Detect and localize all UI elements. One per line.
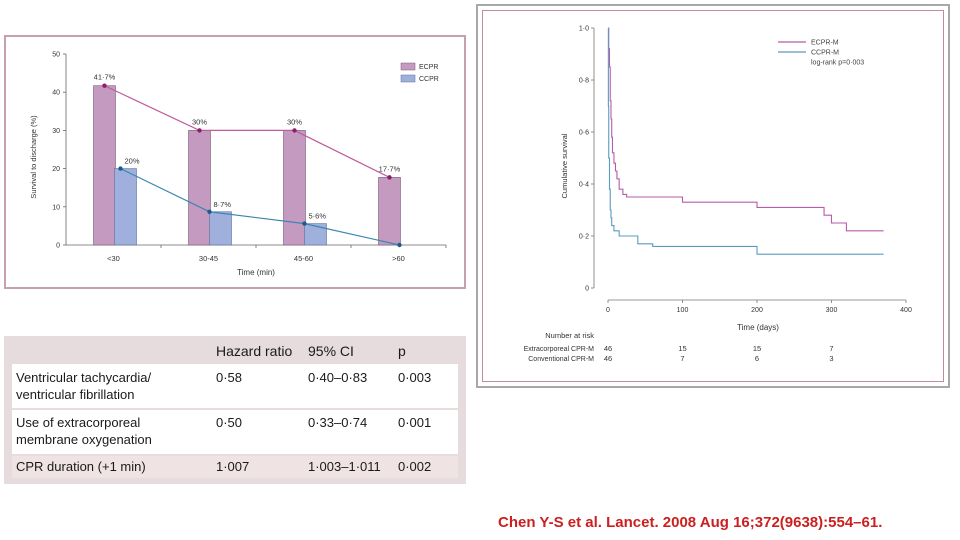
bar-chart: 0 10 20 30 40 50 <30 30-45 45-60 >60 41·7% 30% 30% 1…	[29, 52, 447, 277]
survival-chart: 0 0·2 0·4 0·6 0·8 1·0 0 100 200 300 400 ECPR-M CCPR…	[524, 26, 912, 364]
ccpr-point	[397, 242, 402, 248]
bar-y-tick-label: 50	[52, 52, 60, 59]
ecpr-point	[102, 83, 107, 88]
bar-y-tick-label: 40	[52, 90, 60, 97]
ecpr-point	[197, 128, 202, 133]
km-y-tick-label: 0·4	[579, 182, 589, 189]
ecpr-data-label: 17·7%	[379, 164, 401, 173]
table-row-label: ventricular fibrillation	[16, 387, 135, 402]
bar-x-tick-label: 45-60	[294, 254, 313, 263]
bar-y-axis-title: Survival to discharge (%)	[29, 115, 38, 199]
ecpr-bar	[283, 130, 306, 246]
table-row-bg	[12, 364, 458, 408]
table-header-ci: 95% CI	[308, 343, 354, 359]
ccpr-point	[302, 221, 307, 226]
km-y-tick-label: 0·8	[579, 78, 589, 85]
ccpr-point	[207, 209, 212, 214]
km-y-tick-label: 0·2	[579, 234, 589, 241]
km-x-tick-label: 100	[677, 307, 689, 314]
bar-chart-panel: 0 10 20 30 40 50 <30 30-45 45-60 >60 41·7% 30% 30% 1…	[4, 35, 466, 289]
citation: Chen Y-S et al. Lancet. 2008 Aug 16;372(…	[498, 514, 883, 531]
at-risk-title: Number at risk	[545, 331, 594, 340]
km-x-tick-label: 200	[751, 307, 763, 314]
at-risk-value: 46	[604, 344, 612, 353]
km-curve-ccpr-m	[607, 27, 884, 255]
legend-swatch-ccpr	[400, 74, 416, 83]
bar-y-tick-label: 20	[52, 166, 60, 173]
ecpr-point	[292, 128, 297, 133]
table-row-label: membrane oxygenation	[16, 432, 152, 447]
table-cell-p: 0·002	[398, 459, 432, 474]
bar-y-tick-label: 10	[52, 204, 60, 211]
bar-y-tick-label: 30	[52, 128, 60, 135]
table-row-bg	[12, 410, 458, 454]
ecpr-bar	[93, 85, 116, 246]
km-x-tick-label: 0	[606, 307, 610, 314]
at-risk-value: 15	[678, 344, 686, 353]
at-risk-row-label: Extracorporeal CPR-M	[524, 346, 595, 353]
table-cell-hr: 0·50	[216, 415, 243, 430]
table-cell-hr: 1·007	[216, 459, 250, 474]
bar-x-tick-label: 30-45	[199, 254, 218, 263]
table-row-label: Use of extracorporeal	[16, 415, 141, 430]
ccpr-bar	[209, 211, 232, 246]
at-risk-row-label: Conventional CPR-M	[528, 356, 594, 363]
bar-y-tick-label: 0	[56, 243, 60, 250]
ccpr-data-label: 8·7%	[214, 200, 232, 209]
at-risk-value: 7	[829, 344, 833, 353]
bar-x-tick-label: >60	[392, 254, 405, 263]
km-x-axis-title: Time (days)	[737, 323, 779, 332]
table-cell-ci: 1·003–1·011	[308, 459, 381, 474]
survival-chart-panel: 0 0·2 0·4 0·6 0·8 1·0 0 100 200 300 400 ECPR-M CCPR…	[476, 4, 950, 388]
at-risk-value: 7	[680, 354, 684, 363]
legend-label-ecpr: ECPR	[419, 64, 438, 71]
ccpr-data-label: 20%	[125, 157, 140, 166]
table-cell-hr: 0·58	[216, 370, 243, 385]
at-risk-value: 46	[604, 354, 612, 363]
bar-x-axis-title: Time (min)	[237, 268, 275, 277]
ccpr-bar	[114, 168, 137, 246]
km-x-tick-label: 400	[900, 307, 912, 314]
ccpr-data-label: 5·6%	[309, 212, 327, 221]
legend-label-ccpr: CCPR	[419, 76, 439, 83]
ecpr-point	[387, 175, 392, 180]
ecpr-trend-line	[104, 85, 390, 178]
legend-label-ccpr-m: CCPR-M	[811, 50, 839, 57]
hazard-ratio-table: Hazard ratio 95% CI p Ventricular tachyc…	[4, 336, 466, 484]
bar-x-tick-label: <30	[107, 254, 120, 263]
table-cell-ci: 0·40–0·83	[308, 370, 368, 385]
at-risk-value: 15	[753, 344, 761, 353]
table-cell-p: 0·001	[398, 415, 432, 430]
at-risk-value: 6	[755, 354, 759, 363]
ccpr-bar	[304, 223, 327, 246]
km-curve-ecpr-m	[608, 27, 884, 232]
ccpr-trend-line	[120, 168, 400, 246]
ccpr-point	[118, 166, 123, 171]
survival-chart-frame	[482, 10, 944, 382]
table-row-bg	[12, 456, 458, 478]
km-x-tick-label: 300	[826, 307, 838, 314]
at-risk-value: 3	[829, 354, 833, 363]
table-header-hazard-ratio: Hazard ratio	[216, 343, 293, 359]
ecpr-bar	[378, 177, 401, 246]
table-cell-p: 0·003	[398, 370, 432, 385]
km-y-tick-label: 1·0	[579, 26, 589, 33]
ecpr-data-label: 30%	[192, 117, 207, 126]
legend-label-logrank: log-rank p=0·003	[811, 60, 864, 67]
table-header-p: p	[398, 343, 406, 359]
km-y-tick-label: 0·6	[579, 130, 589, 137]
table-row-label: Ventricular tachycardia/	[16, 370, 152, 385]
table-cell-ci: 0·33–0·74	[308, 415, 368, 430]
legend-swatch-ecpr	[400, 62, 416, 71]
table-row-label: CPR duration (+1 min)	[16, 459, 146, 474]
ecpr-data-label: 30%	[287, 117, 302, 126]
ecpr-bar	[188, 130, 211, 246]
ecpr-data-label: 41·7%	[94, 73, 116, 82]
legend-label-ecpr-m: ECPR-M	[811, 40, 839, 47]
km-y-tick-label: 0	[585, 286, 589, 293]
km-y-axis-title: Cumulative survival	[560, 133, 569, 198]
